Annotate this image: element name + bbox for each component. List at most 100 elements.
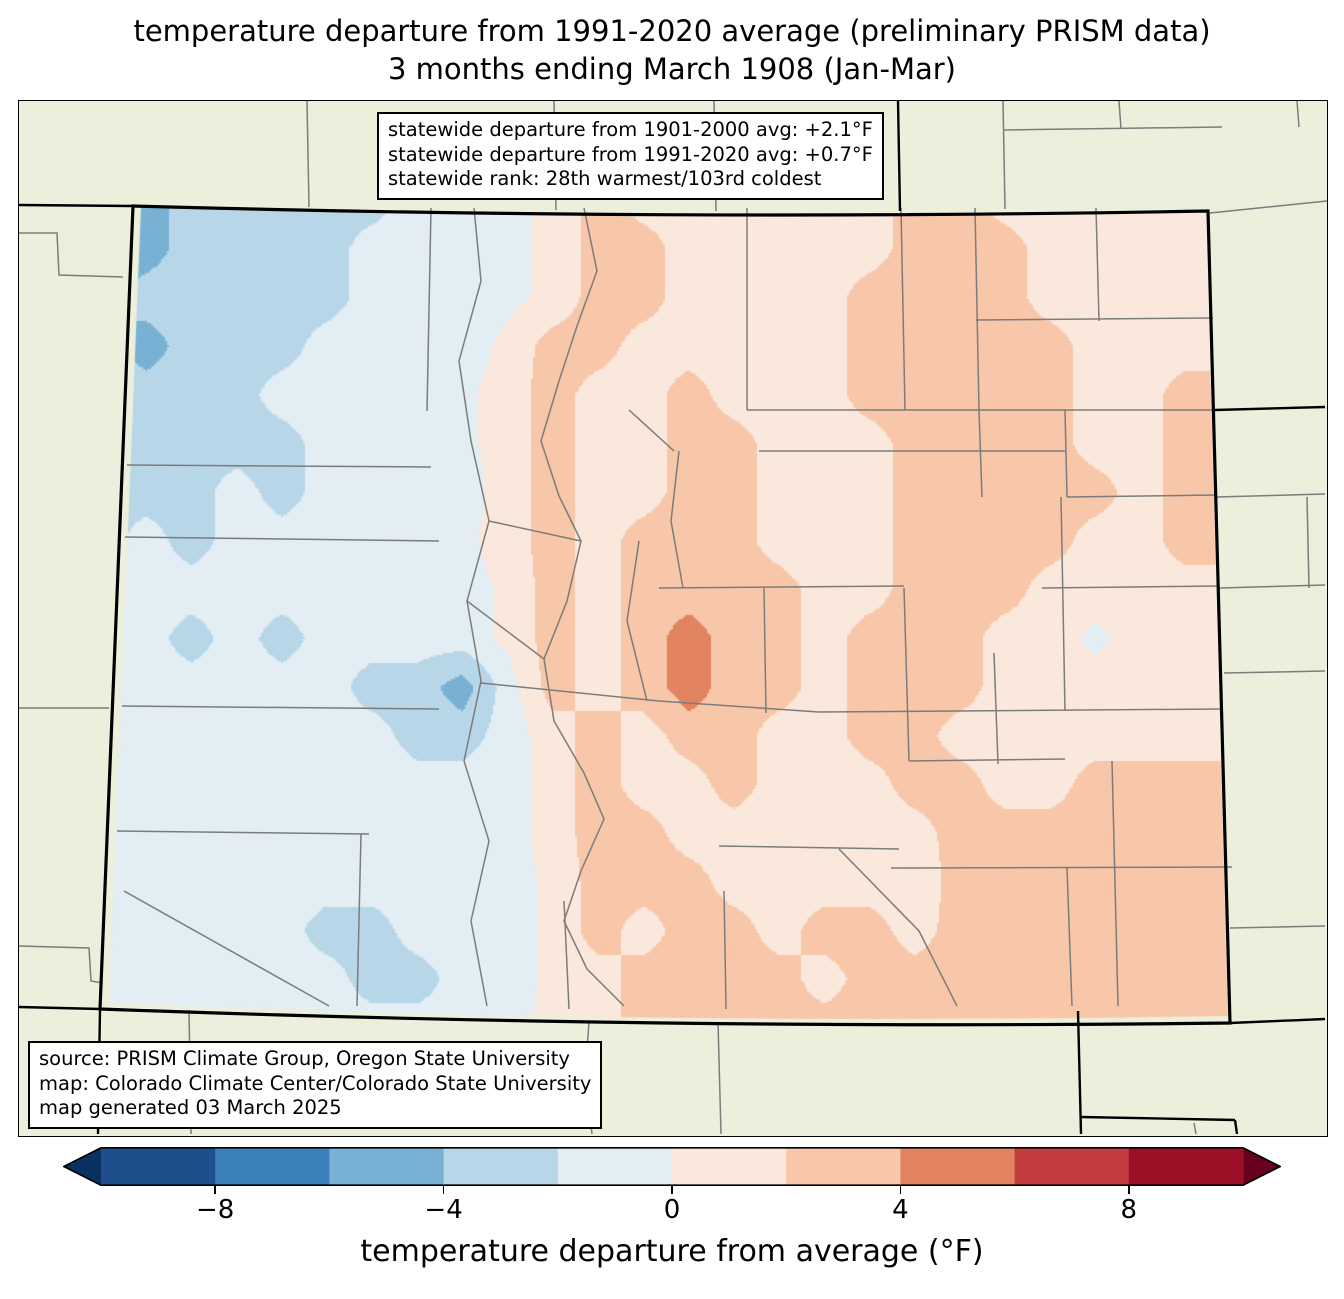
statewide-stats-box: statewide departure from 1901-2000 avg: … [377, 112, 884, 200]
county-boundary-line [908, 758, 1066, 762]
neighbor-county-line [1219, 584, 1326, 589]
county-boundary-line [903, 587, 910, 762]
county-boundary-line [978, 409, 983, 498]
map-boundaries-layer [19, 101, 1327, 1135]
colorbar-tick-label: 0 [663, 1195, 681, 1225]
colorbar-tick-mark [899, 1186, 902, 1194]
colorbar-segment [672, 1147, 787, 1186]
neighbor-state-border [19, 1005, 101, 1011]
county-boundary-line [1060, 496, 1066, 712]
county-boundary-line [974, 207, 980, 411]
neighbor-county-line [306, 101, 310, 208]
county-boundary-line [466, 600, 545, 660]
colorbar-outline [62, 1146, 1282, 1187]
stats-line-3: statewide rank: 28th warmest/103rd colde… [388, 167, 822, 190]
county-boundary-line [763, 587, 767, 714]
colorbar-tick-label: 4 [892, 1195, 909, 1225]
county-boundary-line [121, 705, 440, 710]
colorado-state-border [98, 204, 1232, 1027]
colorbar-segment [1014, 1147, 1130, 1186]
neighbor-county-line [1229, 925, 1326, 929]
county-boundary-line [890, 866, 1233, 869]
county-boundary-line [818, 708, 1222, 713]
colorbar-under-arrow [64, 1148, 101, 1185]
colorbar-segment [443, 1147, 559, 1186]
county-boundary-line [628, 409, 675, 452]
neighbor-county-line [1306, 496, 1310, 589]
neighbor-county-line [1118, 101, 1122, 130]
county-boundary-line [900, 207, 906, 411]
county-boundary-line [480, 682, 820, 713]
county-boundary-line [1095, 207, 1100, 322]
temperature-field-canvas [19, 101, 1327, 1136]
neighbor-state-border [896, 101, 902, 212]
county-boundary-line [123, 890, 330, 1007]
county-boundary-line [124, 536, 440, 542]
title-line-1: temperature departure from 1991-2020 ave… [133, 14, 1211, 48]
source-line-2: map: Colorado Climate Center/Colorado St… [39, 1071, 592, 1095]
colorbar-axis-label: temperature departure from average (°F) [360, 1234, 984, 1269]
source-line-3: map generated 03 March 2025 [39, 1096, 342, 1119]
county-boundary-line [723, 890, 727, 1010]
county-boundary-line [1066, 494, 1217, 498]
neighbor-county-line [19, 232, 124, 278]
county-boundary-line [116, 830, 370, 835]
county-boundary-line [563, 900, 570, 1010]
chart-title: temperature departure from 1991-2020 ave… [0, 12, 1344, 88]
neighbor-county-line [717, 1021, 722, 1135]
neighbor-county-line [1223, 670, 1326, 674]
colorbar-ticks: −8 −4 0 4 8 [101, 1186, 1243, 1236]
county-boundary-line [1041, 585, 1220, 589]
county-boundary-line [488, 520, 582, 542]
county-boundary-line [658, 585, 905, 589]
stats-line-2: statewide departure from 1991-2020 avg: … [388, 142, 873, 166]
title-line-2: 3 months ending March 1908 (Jan-Mar) [388, 52, 956, 86]
colorbar-segment [329, 1147, 445, 1186]
colorbar-tick-mark [442, 1186, 445, 1194]
neighbor-county-line [19, 945, 104, 984]
colorbar [62, 1146, 1282, 1187]
county-boundary-line [126, 464, 432, 468]
colorbar-segment [1128, 1147, 1244, 1186]
stats-line-1: statewide departure from 1901-2000 avg: … [388, 118, 873, 141]
colorbar-segment [101, 1147, 216, 1186]
county-boundary-line [1064, 409, 1068, 498]
neighbor-county-line [1002, 126, 1223, 131]
colorbar-segment [557, 1147, 673, 1186]
neighbor-state-border [1229, 1017, 1326, 1025]
county-boundary-line [718, 845, 900, 850]
colorbar-tick-label: −4 [424, 1195, 463, 1225]
colorbar-over-arrow [1243, 1148, 1280, 1185]
county-boundary-line [975, 317, 1214, 321]
county-boundary-line [356, 833, 362, 1007]
colorbar-tick-label: 8 [1120, 1195, 1138, 1225]
colorbar-tick-mark [671, 1186, 673, 1194]
neighbor-state-border [1076, 1010, 1083, 1135]
neighbor-state-border [1080, 1115, 1236, 1122]
colorbar-segment [215, 1147, 330, 1186]
source-line-1: source: PRISM Climate Group, Oregon Stat… [39, 1047, 570, 1070]
neighbor-county-line [1002, 101, 1006, 210]
neighbor-county-line [1193, 1122, 1197, 1135]
colorbar-tick-mark [214, 1186, 217, 1194]
neighbor-state-border [1214, 405, 1326, 412]
colorbar-gradient [62, 1146, 1282, 1187]
county-boundary-line [670, 450, 684, 589]
source-attribution-box: source: PRISM Climate Group, Oregon Stat… [28, 1041, 603, 1129]
neighbor-state-border [1233, 1119, 1239, 1135]
colorbar-segment [900, 1147, 1016, 1186]
county-boundary-line [1111, 760, 1119, 1007]
county-boundary-line [626, 540, 648, 702]
county-boundary-line [993, 652, 999, 765]
neighbor-county-line [1209, 200, 1327, 214]
county-boundary-line [426, 207, 432, 412]
neighbor-county-line [1216, 493, 1326, 498]
colorbar-tick-mark [1127, 1186, 1130, 1194]
colorbar-segment [786, 1147, 901, 1186]
neighbor-county-line [1296, 101, 1300, 128]
county-boundary-line [540, 207, 625, 1007]
county-boundary-line [1066, 867, 1073, 1007]
map-axes [18, 100, 1328, 1137]
colorbar-tick-label: −8 [196, 1195, 235, 1225]
